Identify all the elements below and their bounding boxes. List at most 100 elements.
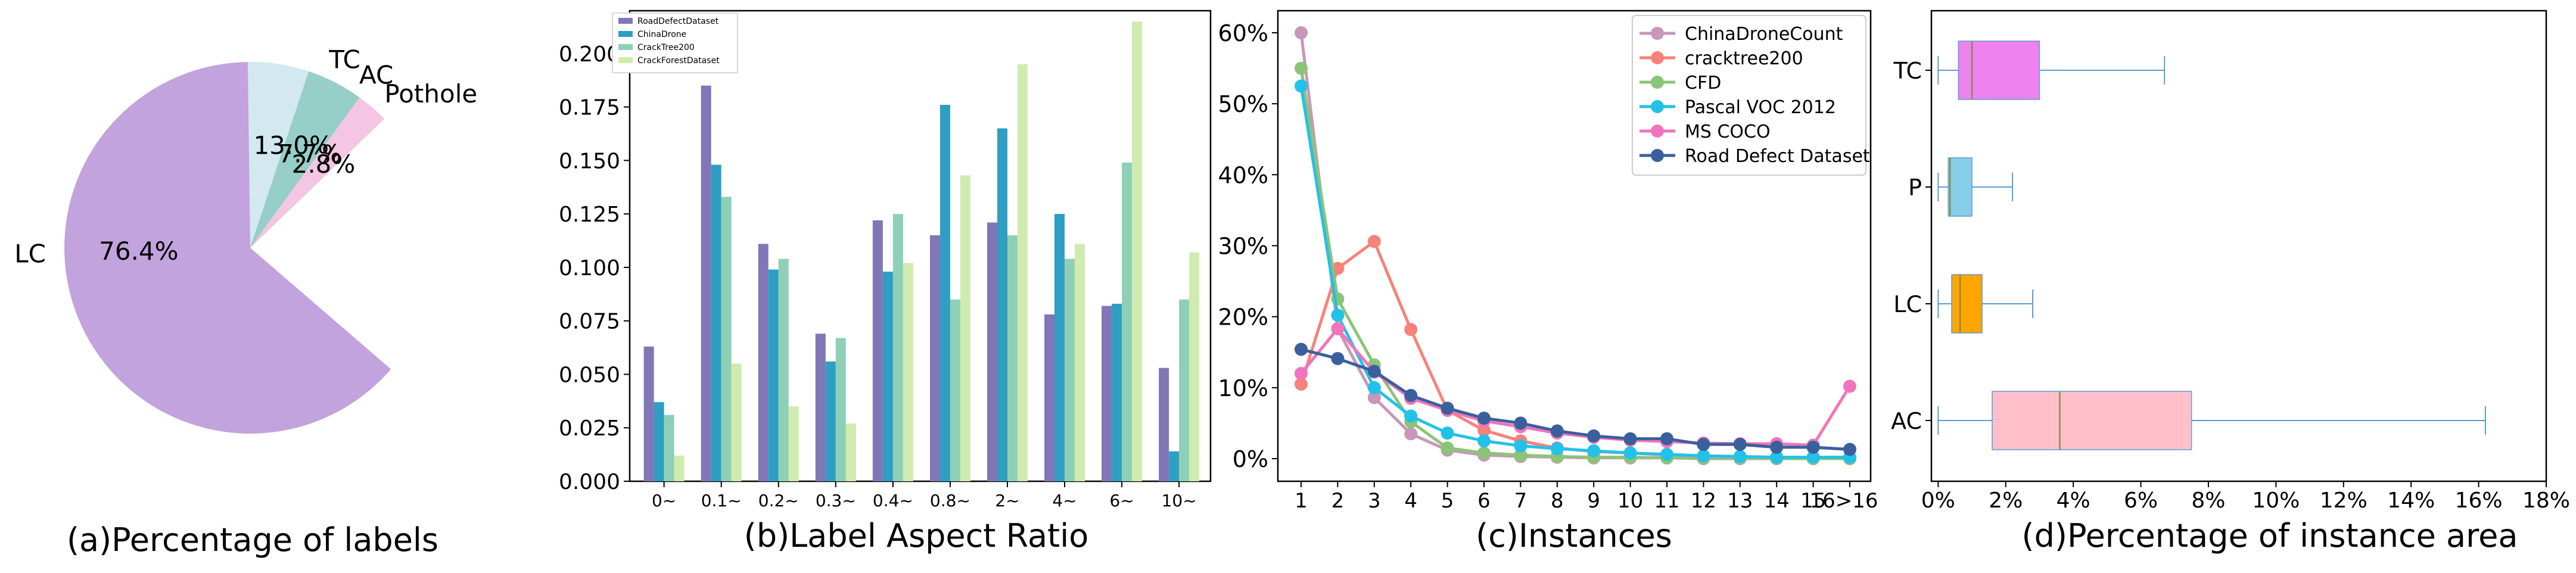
line-xtick-label: 3	[1368, 489, 1381, 513]
line-point-road-defect-dataset	[1587, 429, 1601, 443]
bar-chinadrone-8	[1112, 303, 1122, 481]
line-xtick-label: 7	[1514, 489, 1527, 513]
box-plot-frame	[1930, 10, 2547, 482]
line-point-road-defect-dataset	[1514, 416, 1527, 430]
line-legend: ChinaDroneCount cracktree200 CFD Pascal VOC…	[1632, 15, 1870, 176]
bar-xtick-label: 6~	[1109, 491, 1134, 510]
bar-roaddefectdataset-1	[701, 85, 711, 481]
line-xtick-label: 8	[1551, 489, 1564, 513]
line-point-road-defect-dataset	[1770, 440, 1784, 454]
line-point-pascal-voc-2012	[1295, 79, 1308, 93]
line-point-cracktree200	[1404, 323, 1418, 337]
line-series-road-defect-dataset	[1301, 348, 1850, 451]
line-xtick-label: 5	[1441, 489, 1454, 513]
bar-legend-box	[612, 13, 738, 73]
bar-crackforestdataset-3	[845, 423, 856, 481]
line-xtick-label: 2	[1331, 489, 1345, 513]
bar-chinadrone-7	[1054, 214, 1065, 481]
line-xtick-label: 1	[1295, 489, 1308, 513]
line-point-cfd	[1477, 446, 1491, 460]
line-point-pascal-voc-2012	[1477, 434, 1491, 448]
bar-roaddefectdataset-3	[815, 334, 826, 481]
legend-swatch-chinadrone	[618, 31, 633, 37]
line-point-road-defect-dataset	[1843, 443, 1856, 456]
line-ytick-label: 10%	[1218, 375, 1268, 401]
bar-cracktree200-3	[835, 338, 846, 481]
pie-pct-ac: 7.7%	[278, 139, 341, 169]
bar-cracktree200-7	[1065, 259, 1075, 481]
bar-chart: 0.000 0.025 0.050 0.075 0.100 0.125 0.150 0.175…	[559, 10, 1212, 555]
bar-roaddefectdataset-2	[758, 244, 769, 481]
bar-ytick-label: 0.025	[559, 416, 620, 441]
line-ytick-label: 30%	[1218, 233, 1268, 260]
bar-crackforestdataset-9	[1189, 252, 1200, 481]
line-point-chinadronecount	[1404, 427, 1418, 441]
bar-cracktree200-6	[1007, 235, 1018, 481]
pie-pct-tc: 13.0%	[253, 130, 332, 160]
pie-label-pothole: Pothole	[384, 79, 477, 108]
line-series-cracktree200	[1299, 239, 1850, 460]
bar-crackforestdataset-0	[674, 455, 685, 481]
line-xtick-label: 15	[1800, 489, 1826, 513]
bar-crackforestdataset-8	[1132, 21, 1143, 482]
box-ytick-label: P	[1908, 175, 1922, 201]
bar-roaddefectdataset-8	[1102, 306, 1112, 481]
line-point-pascal-voc-2012	[1550, 442, 1564, 456]
line-point-pascal-voc-2012	[1587, 444, 1601, 457]
bar-xtick-label: 0~	[652, 491, 676, 510]
box-xtick-label: 8%	[2191, 488, 2225, 513]
bar-xtick-label: 0.8~	[930, 491, 970, 510]
bar-crackforestdataset-2	[788, 406, 799, 481]
line-series-pascal-voc-2012	[1299, 85, 1850, 459]
bar-xtick-label: 0.2~	[758, 491, 799, 510]
line-point-road-defect-dataset	[1441, 401, 1454, 415]
line-point-cracktree200	[1477, 423, 1491, 437]
bar-cracktree200-1	[721, 197, 732, 481]
pie-chart: LC 76.4% TC 13.0% AC 7.7% Pothole 2.8% (a)Perce…	[14, 45, 477, 559]
bar-chinadrone-9	[1169, 451, 1180, 481]
line-legend-label-cfd: CFD	[1685, 73, 1721, 94]
pie-slice-pothole	[250, 97, 384, 248]
pie-pct-pothole: 2.8%	[292, 150, 356, 179]
box-xtick-label: 4%	[2057, 488, 2090, 513]
bar-roaddefectdataset-6	[987, 222, 997, 481]
bar-cracktree200-4	[892, 214, 903, 481]
line-point-road-defect-dataset	[1367, 365, 1381, 378]
line-legend-marker-road-defect-dataset	[1651, 149, 1664, 162]
pie-label-lc: LC	[14, 239, 46, 268]
line-point-cfd	[1295, 61, 1308, 75]
line-ytick-label: 50%	[1218, 91, 1268, 117]
line-legend-box	[1632, 15, 1866, 176]
box-body-tc	[1958, 41, 2040, 100]
pie-caption: (a)Percentage of labels	[67, 521, 438, 559]
bar-cracktree200-9	[1179, 299, 1190, 481]
line-point-ms-coco	[1331, 322, 1345, 335]
line-caption: (c)Instances	[1476, 517, 1672, 555]
pie-label-ac: AC	[359, 61, 393, 90]
line-point-cfd	[1441, 441, 1454, 455]
legend-label-roaddefect: RoadDefectDataset	[637, 17, 719, 26]
line-ytick-label: 0%	[1233, 446, 1268, 472]
bar-chinadrone-5	[939, 105, 950, 481]
bar-xtick-label: 2~	[995, 491, 1019, 510]
box-ytick-label: AC	[1891, 408, 1922, 434]
bar-crackforestdataset-5	[960, 175, 970, 481]
line-point-pascal-voc-2012	[1733, 450, 1747, 463]
bar-plot-frame	[629, 10, 1212, 482]
bar-ytick-label: 0.125	[559, 203, 620, 227]
legend-label-cracktree: CrackTree200	[637, 43, 695, 52]
line-xtick-label: 16>16	[1809, 489, 1878, 513]
bar-xtick-label: 0.4~	[873, 491, 913, 510]
line-point-ms-coco	[1843, 379, 1856, 393]
bar-roaddefectdataset-9	[1159, 368, 1169, 481]
line-xtick-label: 4	[1404, 489, 1417, 513]
line-point-pascal-voc-2012	[1367, 381, 1381, 394]
line-legend-marker-chinadronecount	[1651, 27, 1664, 40]
bar-chinadrone-2	[768, 269, 779, 481]
bar-xtick-label: 10~	[1162, 491, 1197, 510]
line-point-road-defect-dataset	[1404, 388, 1418, 402]
bar-crackforestdataset-7	[1075, 244, 1085, 481]
line-xtick-label: 9	[1587, 489, 1600, 513]
line-xtick-label: 10	[1617, 489, 1643, 513]
